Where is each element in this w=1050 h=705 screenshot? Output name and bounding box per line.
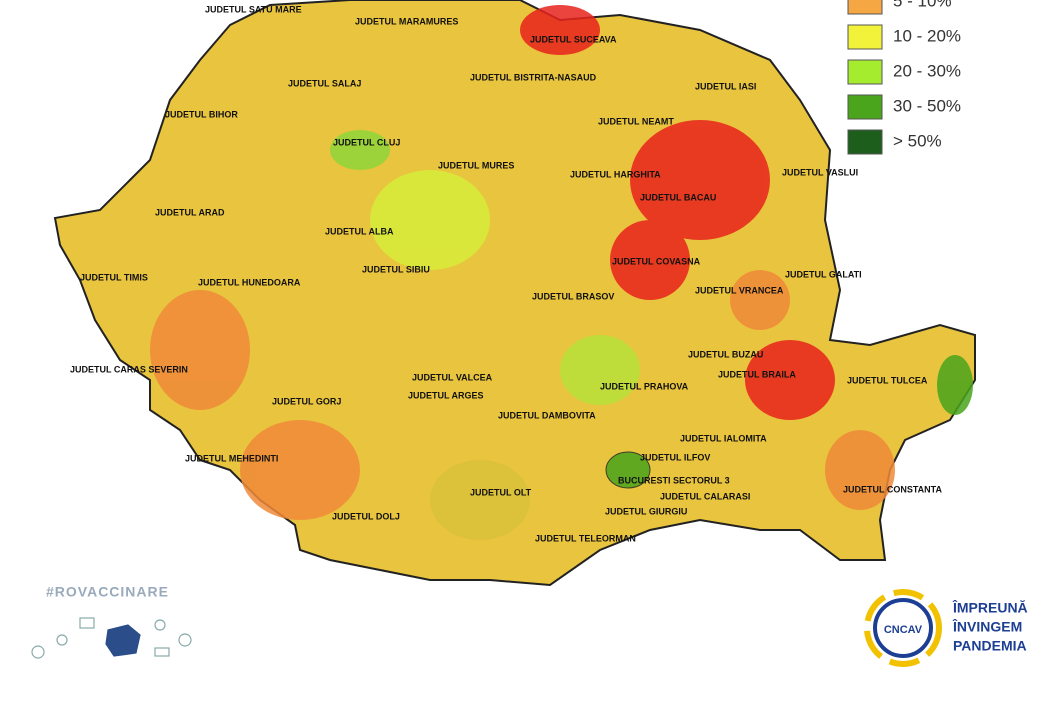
- legend-label: 20 - 30%: [893, 61, 961, 80]
- county-label: JUDETUL TIMIS: [80, 272, 148, 282]
- logo-badge: CNCAV: [884, 624, 923, 636]
- county-label: JUDETUL IASI: [695, 81, 756, 91]
- logo-ring-inner: [873, 598, 933, 658]
- county-label: JUDETUL COVASNA: [612, 256, 701, 266]
- legend: 5 - 10% 10 - 20% 20 - 30% 30 - 50% > 50%: [838, 0, 988, 155]
- county-label: JUDETUL IALOMITA: [680, 433, 767, 443]
- county-label: JUDETUL SUCEAVA: [530, 34, 617, 44]
- county-label: JUDETUL TELEORMAN: [535, 533, 636, 543]
- county-label: JUDETUL CALARASI: [660, 491, 750, 501]
- hashtag: #ROVACCINARE: [46, 584, 169, 600]
- county-label: JUDETUL MEHEDINTI: [185, 453, 278, 463]
- county-label: JUDETUL SALAJ: [288, 78, 361, 88]
- county-label: JUDETUL BIHOR: [165, 109, 238, 119]
- county-label: JUDETUL OLT: [470, 487, 532, 497]
- county-label: JUDETUL HUNEDOARA: [198, 277, 301, 287]
- county-label: JUDETUL BUZAU: [688, 349, 763, 359]
- legend-swatch: [847, 0, 883, 15]
- logo-line: ÎMPREUNĂ: [952, 599, 1028, 616]
- county-label: JUDETUL GORJ: [272, 396, 341, 406]
- legend-swatch: [847, 59, 883, 85]
- legend-swatch: [847, 24, 883, 50]
- legend-label: 10 - 20%: [893, 26, 961, 45]
- legend-swatch: [847, 94, 883, 120]
- county-label: JUDETUL CLUJ: [333, 137, 400, 147]
- county-label: JUDETUL HARGHITA: [570, 169, 661, 179]
- icons: [31, 617, 192, 659]
- county-label: JUDETUL BACAU: [640, 192, 716, 202]
- county-label: JUDETUL MURES: [438, 160, 514, 170]
- county-label: JUDETUL GIURGIU: [605, 506, 687, 516]
- county-label: JUDETUL CARAS SEVERIN: [70, 364, 188, 374]
- county-label: JUDETUL BRASOV: [532, 291, 614, 301]
- county-label: JUDETUL DAMBOVITA: [498, 410, 596, 420]
- county-label: JUDETUL PRAHOVA: [600, 381, 689, 391]
- county-label: JUDETUL VALCEA: [412, 372, 493, 382]
- legend-label: 5 - 10%: [893, 0, 952, 10]
- logo-line: ÎNVINGEM: [952, 618, 1022, 635]
- map: [53, 0, 976, 587]
- county-label: JUDETUL ILFOV: [640, 452, 710, 462]
- county-label: JUDETUL BISTRITA-NASAUD: [470, 72, 597, 82]
- county-label: JUDETUL CONSTANTA: [843, 484, 943, 494]
- legend-swatch: [847, 129, 883, 155]
- county-label: JUDETUL SIBIU: [362, 264, 430, 274]
- county-labels: JUDETUL SATU MARE JUDETUL MARAMURES JUDETU…: [70, 4, 943, 543]
- county-label: JUDETUL SATU MARE: [205, 4, 302, 14]
- county-label: JUDETUL BRAILA: [718, 369, 796, 379]
- county-label: JUDETUL NEAMT: [598, 116, 674, 126]
- county-label: JUDETUL TULCEA: [847, 375, 928, 385]
- county-label: JUDETUL GALATI: [785, 269, 862, 279]
- county-label: BUCURESTI SECTORUL 3: [618, 475, 730, 485]
- county-label: JUDETUL VRANCEA: [695, 285, 784, 295]
- county-label: JUDETUL ALBA: [325, 226, 394, 236]
- county-label: JUDETUL MARAMURES: [355, 16, 458, 26]
- county-label: JUDETUL VASLUI: [782, 167, 858, 177]
- legend-label: > 50%: [893, 131, 942, 150]
- county-label: JUDETUL ARGES: [408, 390, 484, 400]
- legend-label: 30 - 50%: [893, 96, 961, 115]
- logo-ring: [864, 589, 942, 667]
- county-label: JUDETUL ARAD: [155, 207, 225, 217]
- map-patches: [150, 5, 973, 540]
- county-label: JUDETUL DOLJ: [332, 511, 400, 521]
- logo: CNCAV ÎMPREUNĂ ÎNVINGEM PANDEMIA: [864, 589, 1028, 667]
- logo-line: PANDEMIA: [953, 638, 1027, 654]
